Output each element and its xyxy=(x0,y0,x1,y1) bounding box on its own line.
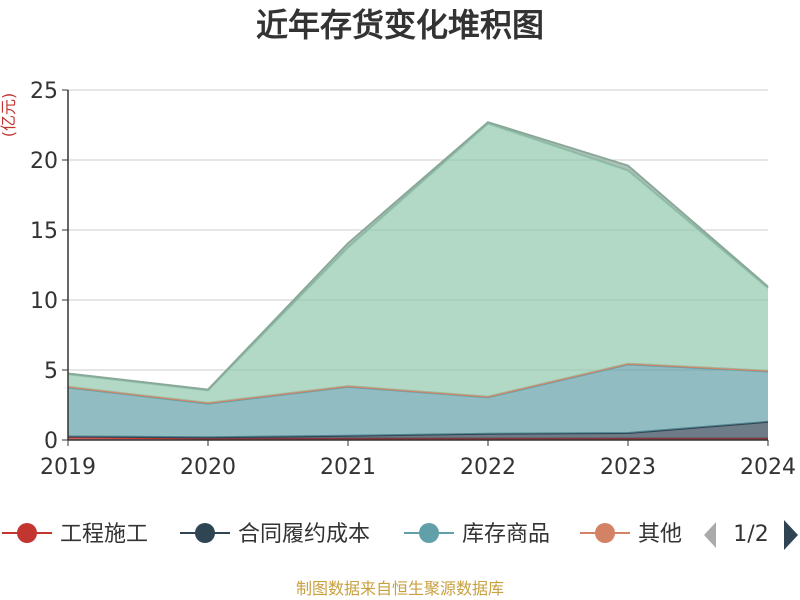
legend-marker xyxy=(195,523,215,543)
legend-label: 其他 xyxy=(638,522,682,547)
y-tick-label: 20 xyxy=(30,149,58,174)
x-tick-label: 2022 xyxy=(460,455,516,480)
legend-label: 合同履约成本 xyxy=(238,522,370,547)
legend-marker xyxy=(17,523,37,543)
y-tick-label: 10 xyxy=(30,289,58,314)
legend-label: 库存商品 xyxy=(462,522,550,547)
legend-marker xyxy=(595,523,615,543)
area-series xyxy=(67,121,769,440)
area-2 xyxy=(68,364,768,438)
y-axis-unit: (亿元) xyxy=(0,93,18,138)
y-tick-label: 25 xyxy=(30,79,58,104)
x-tick-label: 2024 xyxy=(740,455,796,480)
area-4 xyxy=(68,123,768,403)
x-tick-label: 2023 xyxy=(600,455,656,480)
y-tick-label: 0 xyxy=(44,429,58,454)
arrow-left-icon[interactable] xyxy=(704,522,716,548)
chart-title: 近年存货变化堆积图 xyxy=(256,6,544,44)
legend-pager: 1/2 xyxy=(704,520,798,550)
legend-marker xyxy=(419,523,439,543)
legend-item[interactable]: 合同履约成本 xyxy=(180,522,370,547)
x-tick-label: 2019 xyxy=(40,455,96,480)
x-tick-label: 2020 xyxy=(180,455,236,480)
legend-label: 工程施工 xyxy=(60,522,148,547)
legend-item[interactable]: 其他 xyxy=(580,522,682,547)
y-tick-label: 5 xyxy=(44,359,58,384)
y-tick-label: 15 xyxy=(30,219,58,244)
series-line-5 xyxy=(67,121,769,391)
legend: 工程施工 合同履约成本 库存商品 其他 1/2 xyxy=(2,520,798,550)
legend-item[interactable]: 工程施工 xyxy=(2,522,148,547)
arrow-right-icon[interactable] xyxy=(784,520,798,550)
legend-page-indicator: 1/2 xyxy=(733,522,768,547)
axes: 0 5 10 15 20 25 2019 2020 2021 2022 2023 2024 xyxy=(30,79,796,480)
area-1 xyxy=(68,421,768,439)
legend-item[interactable]: 库存商品 xyxy=(404,522,550,547)
x-tick-label: 2021 xyxy=(320,455,376,480)
data-source: 制图数据来自恒生聚源数据库 xyxy=(296,579,504,598)
